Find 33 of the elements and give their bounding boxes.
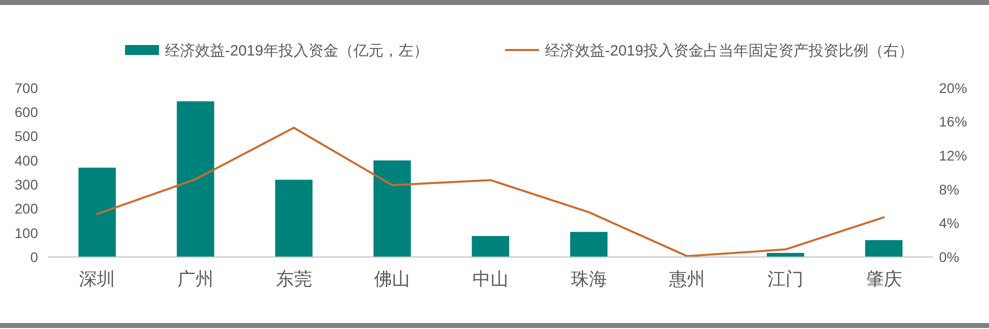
y-tick-label: 500 <box>14 128 38 144</box>
legend-label: 经济效益-2019投入资金占当年固定资产投资比例（右） <box>545 42 914 60</box>
legend-label: 经济效益-2019年投入资金（亿元，左） <box>165 42 428 60</box>
y2-tick-label: 8% <box>939 181 960 198</box>
x-tick-label: 江门 <box>768 269 804 289</box>
line-series <box>96 126 885 258</box>
y-tick-label: 600 <box>14 104 38 120</box>
x-tick-label: 深圳 <box>79 269 116 289</box>
x-tick-label: 珠海 <box>570 269 607 289</box>
x-tick-label: 中山 <box>472 269 508 289</box>
bar <box>570 232 608 257</box>
x-tick-label: 广州 <box>178 269 214 289</box>
y2-tick-label: 12% <box>939 148 968 164</box>
y2-tick-label: 16% <box>939 114 968 130</box>
bar <box>176 101 214 257</box>
y-tick-label: 100 <box>14 224 38 241</box>
x-tick-label: 肇庆 <box>866 269 902 289</box>
y2-tick-label: 20% <box>939 80 968 96</box>
bar <box>373 160 411 257</box>
bar <box>865 240 903 257</box>
bar <box>78 168 116 257</box>
y2-tick-label: 0% <box>939 248 960 265</box>
y-tick-label: 0 <box>30 248 38 265</box>
x-tick-label: 佛山 <box>374 269 410 289</box>
y2-tick-label: 4% <box>939 215 960 232</box>
x-tick-label: 惠州 <box>668 269 706 289</box>
y-tick-label: 200 <box>14 200 38 217</box>
y-tick-label: 400 <box>14 152 38 168</box>
y-tick-label: 700 <box>14 80 38 96</box>
x-tick-label: 东莞 <box>276 269 312 289</box>
y-tick-label: 300 <box>14 176 38 192</box>
bar <box>275 180 313 257</box>
bar <box>472 236 510 257</box>
